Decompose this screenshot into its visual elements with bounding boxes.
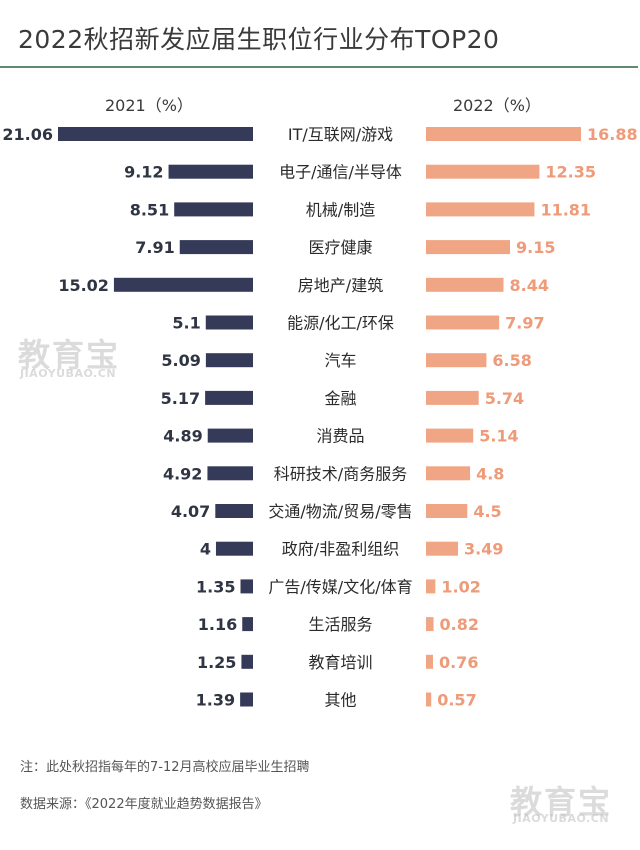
chart-title: 2022秋招新发应届生职位行业分布TOP20: [18, 25, 500, 54]
value-label-2022: 0.76: [439, 653, 478, 672]
bar-2022: [426, 240, 511, 255]
bar-2021: [215, 504, 253, 518]
category-label: 机械/制造: [306, 200, 375, 219]
value-label-2021: 4: [200, 540, 211, 559]
value-label-2021: 1.39: [196, 691, 235, 710]
value-label-2022: 4.5: [473, 502, 501, 521]
value-label-2022: 5.74: [485, 389, 524, 408]
value-label-2022: 6.58: [492, 351, 531, 370]
bar-2021: [113, 277, 253, 292]
value-label-2021: 4.89: [163, 427, 202, 446]
bar-2021: [205, 315, 253, 330]
value-label-2022: 0.57: [437, 691, 476, 710]
bar-2021: [242, 617, 253, 632]
bar-2022: [426, 504, 468, 518]
bar-2021: [240, 692, 253, 707]
watermark-url-bottom: JIAOYUBAO.CN: [513, 812, 610, 825]
value-label-2022: 11.81: [540, 200, 591, 219]
value-label-2022: 1.02: [441, 577, 480, 596]
bar-2022: [426, 428, 474, 443]
watermark-url: JIAOYUBAO.CN: [20, 367, 117, 380]
category-label: 其他: [324, 691, 356, 710]
value-label-2021: 1.35: [196, 577, 235, 596]
value-label-2021: 5.09: [161, 351, 200, 370]
bar-2021: [241, 654, 253, 669]
bar-2021: [215, 541, 253, 556]
value-label-2021: 4.92: [163, 464, 202, 483]
legend-2021: 2021（%）: [105, 96, 193, 115]
value-label-2021: 21.06: [2, 125, 53, 144]
footnote: 注：此处秋招指每年的7-12月高校应届毕业生招聘: [20, 760, 310, 775]
category-label: 广告/传媒/文化/体育: [268, 577, 412, 596]
bar-2022: [426, 202, 535, 217]
value-label-2022: 4.8: [476, 464, 504, 483]
value-label-2022: 16.88: [587, 125, 638, 144]
value-label-2022: 3.49: [464, 540, 503, 559]
bar-2022: [426, 692, 432, 707]
category-label: 电子/通信/半导体: [279, 163, 402, 182]
bar-2021: [168, 164, 253, 179]
bar-2021: [58, 127, 253, 141]
bar-2022: [426, 390, 479, 405]
value-label-2021: 5.1: [172, 314, 200, 333]
watermark-logo: 教育宝: [18, 336, 121, 374]
category-label: 医疗健康: [308, 238, 372, 257]
bar-2021: [207, 428, 253, 443]
value-label-2021: 15.02: [58, 276, 109, 295]
bar-2022: [426, 579, 436, 594]
category-label: 金融: [324, 389, 356, 408]
category-label: IT/互联网/游戏: [288, 125, 393, 144]
value-label-2021: 8.51: [130, 200, 169, 219]
bar-2021: [240, 579, 253, 594]
value-label-2022: 0.82: [440, 615, 479, 634]
bar-2021: [179, 240, 253, 255]
watermark-logo-bottom: 教育宝: [510, 783, 613, 821]
bar-2022: [426, 617, 434, 632]
value-label-2021: 4.07: [171, 502, 210, 521]
bar-2021: [205, 390, 253, 405]
category-label: 政府/非盈利组织: [282, 540, 399, 559]
title-divider: [0, 66, 638, 68]
bar-2022: [426, 277, 504, 292]
bar-2021: [205, 353, 253, 368]
bar-2022: [426, 466, 471, 481]
value-label-2022: 5.14: [479, 427, 518, 446]
value-label-2021: 1.16: [198, 615, 237, 634]
category-label: 房地产/建筑: [298, 276, 383, 295]
value-label-2021: 1.25: [197, 653, 236, 672]
legend-2022: 2022（%）: [453, 96, 541, 115]
category-label: 汽车: [324, 351, 356, 370]
data-source: 数据来源：《2022年度就业趋势数据报告》: [20, 797, 268, 812]
value-label-2022: 7.97: [505, 314, 544, 333]
bar-2022: [426, 541, 459, 556]
value-label-2022: 12.35: [545, 163, 596, 182]
category-label: 消费品: [316, 427, 364, 446]
value-label-2021: 9.12: [124, 163, 163, 182]
value-label-2022: 8.44: [510, 276, 549, 295]
category-label: 科研技术/商务服务: [274, 464, 407, 483]
value-label-2021: 5.17: [161, 389, 200, 408]
bar-2022: [426, 164, 540, 179]
category-label: 能源/化工/环保: [287, 314, 394, 333]
category-label: 交通/物流/贸易/零售: [268, 502, 412, 521]
value-label-2021: 7.91: [135, 238, 174, 257]
bar-2022: [426, 127, 581, 141]
value-label-2022: 9.15: [516, 238, 555, 257]
bar-2022: [426, 353, 487, 368]
bar-2022: [426, 654, 433, 669]
category-label: 生活服务: [308, 615, 372, 634]
category-label: 教育培训: [308, 653, 372, 672]
bar-2022: [426, 315, 500, 330]
bar-2021: [207, 466, 253, 481]
bar-2021: [174, 202, 253, 217]
